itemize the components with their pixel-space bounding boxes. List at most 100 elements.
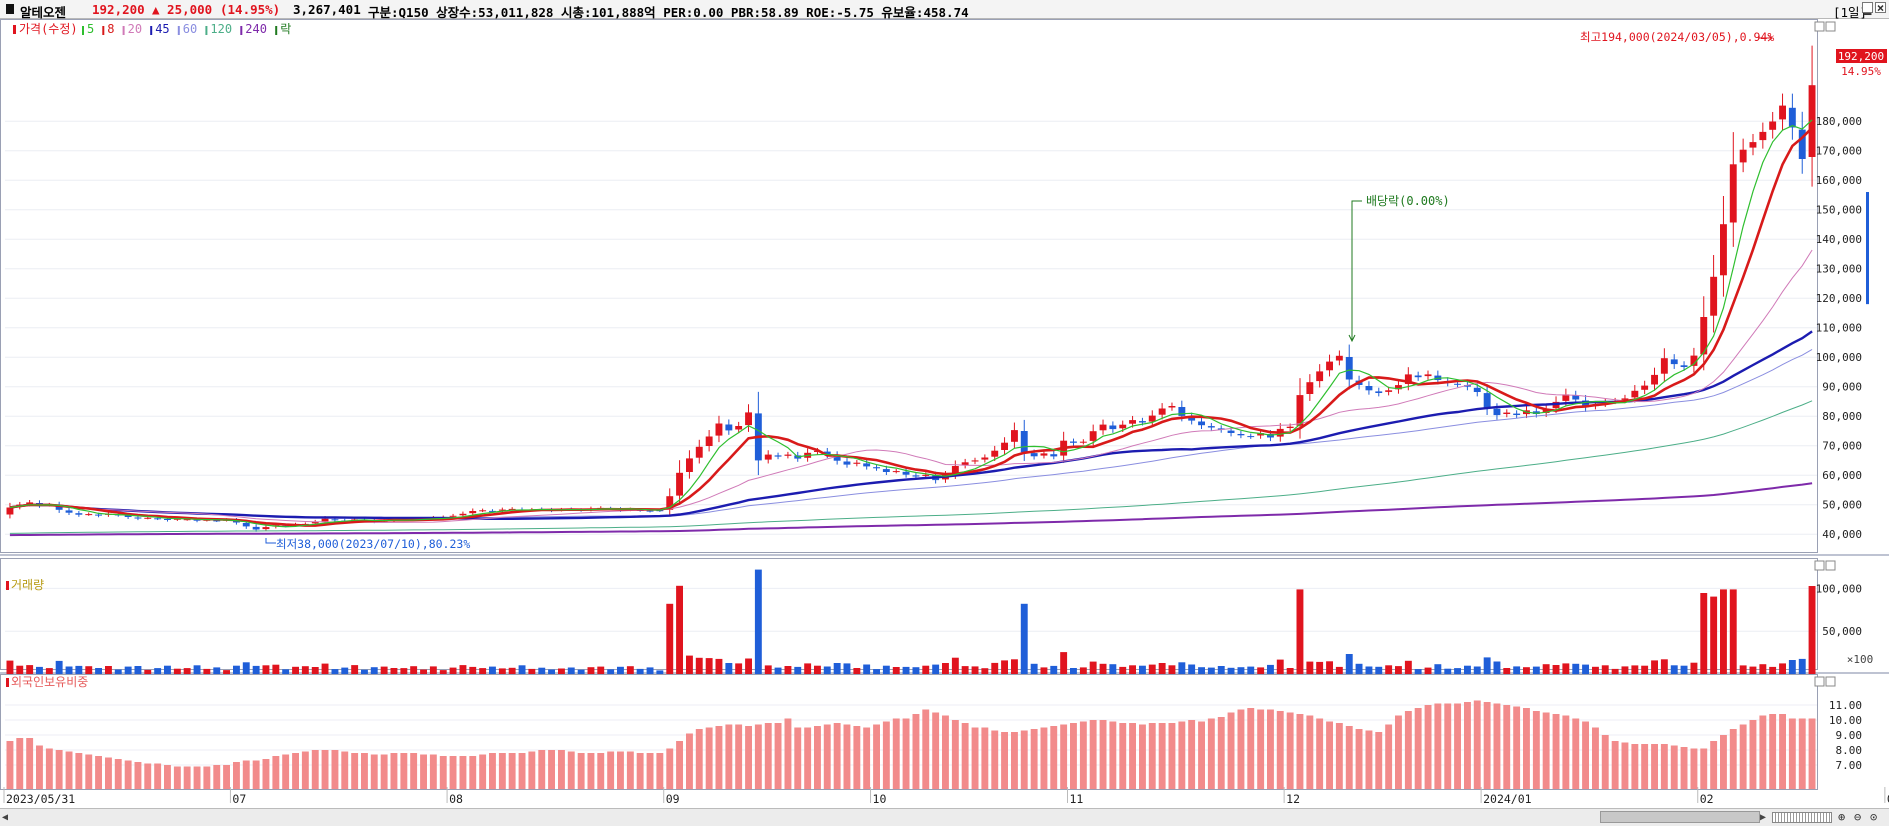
candle[interactable] xyxy=(1119,424,1127,429)
foreign-bar[interactable] xyxy=(1611,741,1619,789)
volume-bar[interactable] xyxy=(1611,668,1619,674)
volume-bar[interactable] xyxy=(607,669,615,674)
volume-bar[interactable] xyxy=(1355,663,1363,674)
foreign-bar[interactable] xyxy=(144,763,152,790)
candle[interactable] xyxy=(134,517,142,519)
candle[interactable] xyxy=(686,458,693,472)
foreign-bar[interactable] xyxy=(1395,715,1402,790)
foreign-bar[interactable] xyxy=(420,754,427,790)
candle[interactable] xyxy=(193,519,201,521)
candle[interactable] xyxy=(1582,400,1589,408)
volume-bar[interactable] xyxy=(1385,665,1393,674)
volume-bar[interactable] xyxy=(36,666,43,674)
candle[interactable] xyxy=(469,511,477,514)
foreign-bar[interactable] xyxy=(1168,723,1176,789)
candle[interactable] xyxy=(873,467,880,469)
volume-bar[interactable] xyxy=(1582,664,1589,674)
foreign-bar[interactable] xyxy=(843,724,851,790)
candle[interactable] xyxy=(981,457,989,460)
volume-bar[interactable] xyxy=(991,662,999,674)
foreign-bar[interactable] xyxy=(617,751,624,790)
candle[interactable] xyxy=(646,510,654,512)
foreign-bar[interactable] xyxy=(1257,709,1265,790)
candle[interactable] xyxy=(1316,371,1324,382)
volume-bar[interactable] xyxy=(85,666,93,674)
candle[interactable] xyxy=(1424,374,1432,377)
candle[interactable] xyxy=(1296,395,1304,426)
candle[interactable] xyxy=(666,496,674,510)
candle[interactable] xyxy=(1001,442,1008,450)
volume-bar[interactable] xyxy=(1188,664,1196,675)
volume-bar[interactable] xyxy=(1178,662,1186,674)
volume-bar[interactable] xyxy=(942,663,949,674)
volume-bar[interactable] xyxy=(705,658,713,674)
volume-bar[interactable] xyxy=(1660,659,1668,674)
volume-bar[interactable] xyxy=(961,666,969,674)
volume-bar[interactable] xyxy=(1513,666,1521,674)
candle[interactable] xyxy=(26,502,34,504)
foreign-bar[interactable] xyxy=(1444,703,1452,790)
candle[interactable] xyxy=(154,518,162,520)
candle[interactable] xyxy=(1247,436,1255,438)
candle[interactable] xyxy=(1237,434,1245,436)
candle[interactable] xyxy=(1729,164,1737,223)
candle[interactable] xyxy=(6,507,14,515)
candle[interactable] xyxy=(1798,129,1806,159)
foreign-bar[interactable] xyxy=(1601,735,1609,789)
foreign-bar[interactable] xyxy=(1424,705,1432,789)
volume-bar[interactable] xyxy=(1808,586,1816,674)
volume-bar[interactable] xyxy=(1129,665,1136,674)
candle[interactable] xyxy=(1720,224,1727,276)
foreign-bar[interactable] xyxy=(1326,721,1333,790)
volume-bar[interactable] xyxy=(390,668,398,674)
volume-bar[interactable] xyxy=(1345,654,1353,674)
volume-bar[interactable] xyxy=(814,665,821,674)
zoom-reset-icon[interactable]: ⊙ xyxy=(1870,810,1878,824)
volume-bar[interactable] xyxy=(754,569,762,674)
volume-bar[interactable] xyxy=(843,663,851,674)
foreign-bar[interactable] xyxy=(912,714,920,789)
volume-bar[interactable] xyxy=(1749,666,1757,674)
volume-bar[interactable] xyxy=(1227,667,1235,674)
foreign-bar[interactable] xyxy=(449,756,457,789)
foreign-bar[interactable] xyxy=(528,751,536,790)
foreign-bar[interactable] xyxy=(971,727,979,790)
volume-bar[interactable] xyxy=(626,666,634,674)
foreign-bar[interactable] xyxy=(469,756,477,789)
volume-bar[interactable] xyxy=(1207,667,1215,674)
foreign-bar[interactable] xyxy=(154,763,162,790)
candle[interactable] xyxy=(1395,385,1402,390)
candle[interactable] xyxy=(1641,385,1649,390)
panel-close-icon[interactable] xyxy=(1825,676,1836,687)
volume-bar[interactable] xyxy=(951,657,959,674)
volume-bar[interactable] xyxy=(1483,657,1491,674)
foreign-bar[interactable] xyxy=(754,724,762,790)
foreign-bar[interactable] xyxy=(124,760,132,790)
volume-bar[interactable] xyxy=(213,667,221,674)
foreign-bar[interactable] xyxy=(1119,723,1127,789)
foreign-bar[interactable] xyxy=(1582,721,1589,790)
candle[interactable] xyxy=(1562,394,1570,401)
candle[interactable] xyxy=(1198,421,1205,426)
volume-bar[interactable] xyxy=(1562,663,1570,674)
volume-bar[interactable] xyxy=(449,667,457,674)
foreign-bar[interactable] xyxy=(429,754,437,790)
foreign-bar[interactable] xyxy=(804,727,812,790)
candle[interactable] xyxy=(764,454,772,460)
volume-bar[interactable] xyxy=(1050,665,1058,674)
candle[interactable] xyxy=(173,518,181,520)
scroll-thumb[interactable] xyxy=(1600,811,1760,823)
stock-chart[interactable]: 40,000 50,000 60,000 70,000 80,000 90,000 100,… xyxy=(0,19,1889,808)
candle[interactable] xyxy=(498,509,506,511)
foreign-bar[interactable] xyxy=(725,724,733,790)
foreign-bar[interactable] xyxy=(518,753,526,789)
foreign-bar[interactable] xyxy=(961,723,969,789)
candle[interactable] xyxy=(1532,411,1540,414)
foreign-bar[interactable] xyxy=(695,729,703,789)
volume-bar[interactable] xyxy=(902,666,910,674)
volume-bar[interactable] xyxy=(1769,666,1777,674)
foreign-bar[interactable] xyxy=(932,712,940,790)
volume-bar[interactable] xyxy=(567,667,575,675)
volume-bar[interactable] xyxy=(863,664,871,675)
volume-bar[interactable] xyxy=(1592,666,1599,674)
